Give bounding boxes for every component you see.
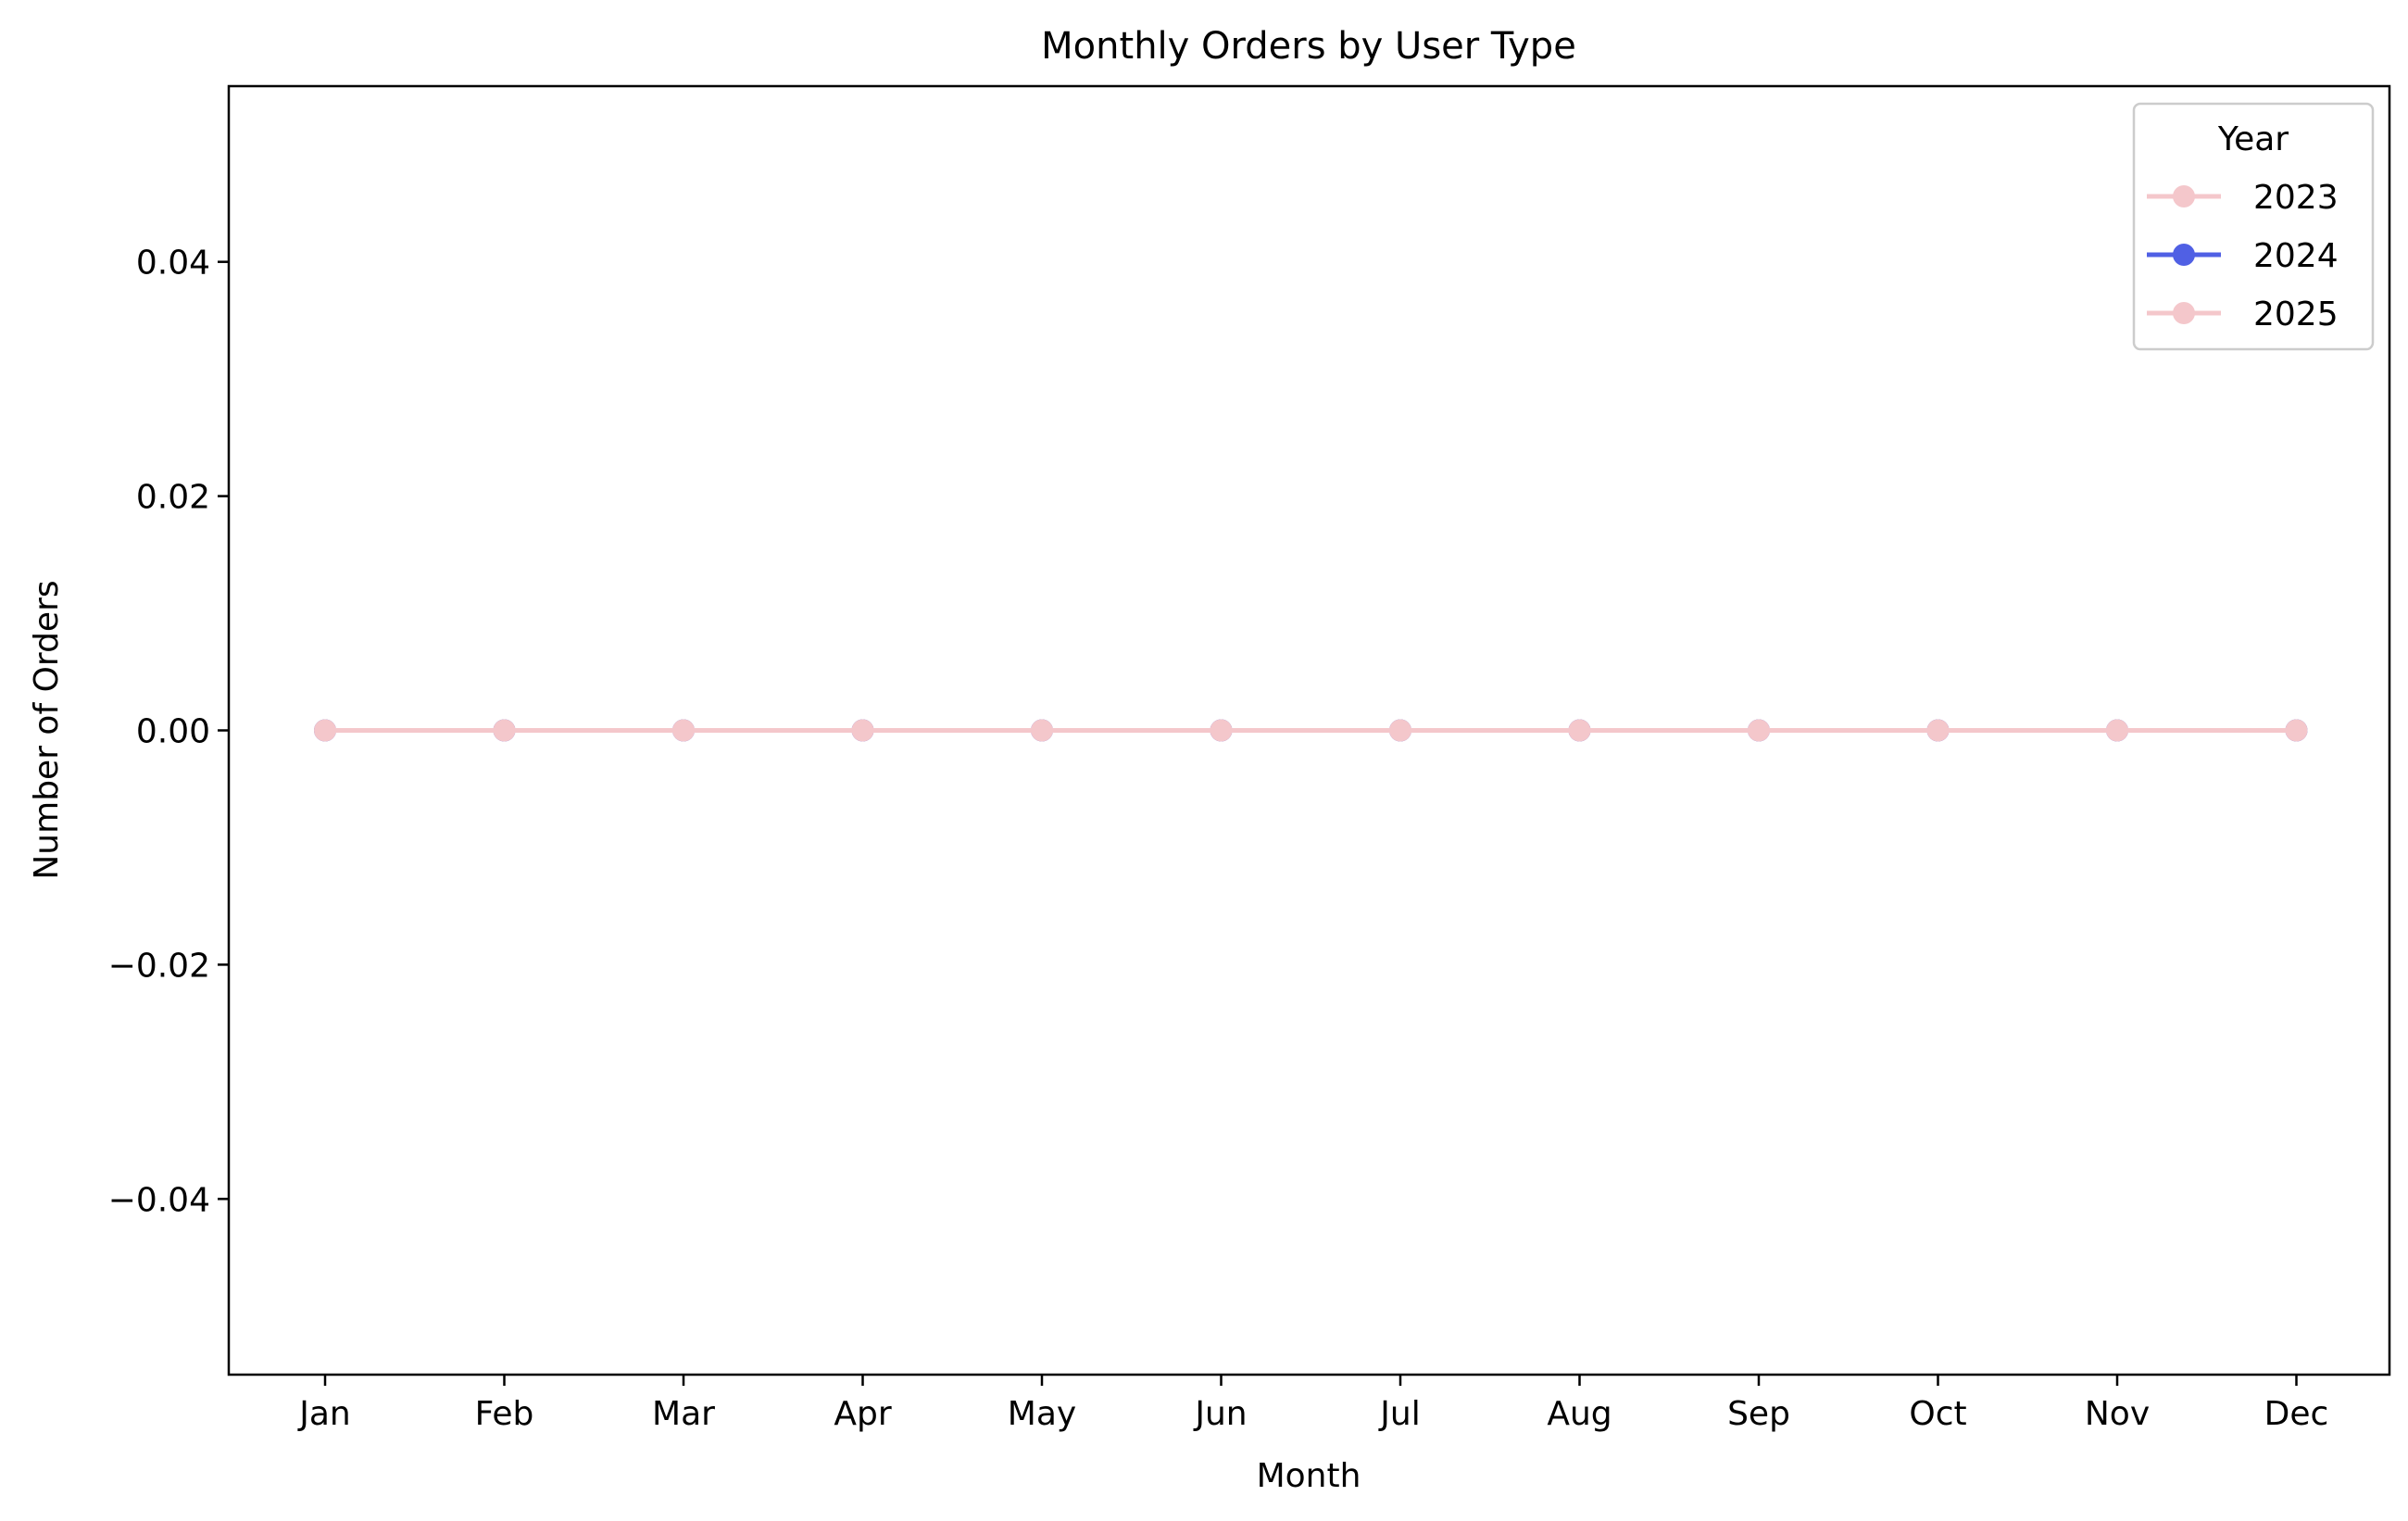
legend-marker xyxy=(2173,185,2195,207)
data-point xyxy=(1210,719,1233,742)
x-tick-label: Aug xyxy=(1547,1395,1612,1433)
legend-entry-2025: 2025 xyxy=(2147,295,2339,333)
chart-title: Monthly Orders by User Type xyxy=(1041,25,1576,68)
legend: Year 2023 2024 2025 xyxy=(2132,102,2375,351)
x-tick-label: Jul xyxy=(1378,1395,1420,1433)
legend-label: 2025 xyxy=(2253,295,2339,333)
data-point xyxy=(851,719,874,742)
y-tick-label: 0.00 xyxy=(136,713,210,751)
x-axis: Jan Feb Mar Apr May Jun Jul Aug Sep Oct Nov Dec xyxy=(297,1375,2328,1433)
x-axis-label: Month xyxy=(1257,1457,1361,1495)
x-tick-label: Jan xyxy=(297,1395,351,1433)
data-point xyxy=(493,719,516,742)
legend-marker xyxy=(2173,302,2195,324)
y-tick-label: 0.04 xyxy=(136,245,210,283)
plot-area xyxy=(314,719,2308,742)
x-tick-label: Apr xyxy=(834,1395,891,1433)
data-point xyxy=(1568,719,1591,742)
data-point xyxy=(672,719,695,742)
data-point xyxy=(1926,719,1950,742)
legend-frame xyxy=(2132,102,2375,351)
x-tick-label: Mar xyxy=(652,1395,715,1433)
y-axis: −0.04 −0.02 0.00 0.02 0.04 xyxy=(108,245,229,1219)
x-tick-label: Feb xyxy=(475,1395,534,1433)
legend-label: 2023 xyxy=(2253,179,2339,217)
series-2025 xyxy=(314,719,2308,742)
y-axis-label: Number of Orders xyxy=(28,580,66,879)
y-tick-label: −0.04 xyxy=(108,1181,210,1219)
legend-marker xyxy=(2173,244,2195,266)
data-point xyxy=(2285,719,2308,742)
data-point xyxy=(1031,719,1053,742)
x-tick-label: Jun xyxy=(1193,1395,1247,1433)
x-tick-label: May xyxy=(1008,1395,1076,1433)
data-point xyxy=(1389,719,1411,742)
y-tick-label: 0.02 xyxy=(136,479,210,517)
x-tick-label: Dec xyxy=(2264,1395,2329,1433)
data-point xyxy=(314,719,336,742)
x-tick-label: Oct xyxy=(1909,1395,1966,1433)
legend-title: Year xyxy=(2217,120,2289,158)
legend-label: 2024 xyxy=(2253,237,2339,275)
legend-entry-2024: 2024 xyxy=(2147,237,2339,275)
x-tick-label: Nov xyxy=(2085,1395,2150,1433)
x-tick-label: Sep xyxy=(1727,1395,1790,1433)
legend-entry-2023: 2023 xyxy=(2147,179,2339,217)
y-tick-label: −0.02 xyxy=(108,947,210,985)
data-point xyxy=(1748,719,1770,742)
data-point xyxy=(2106,719,2128,742)
